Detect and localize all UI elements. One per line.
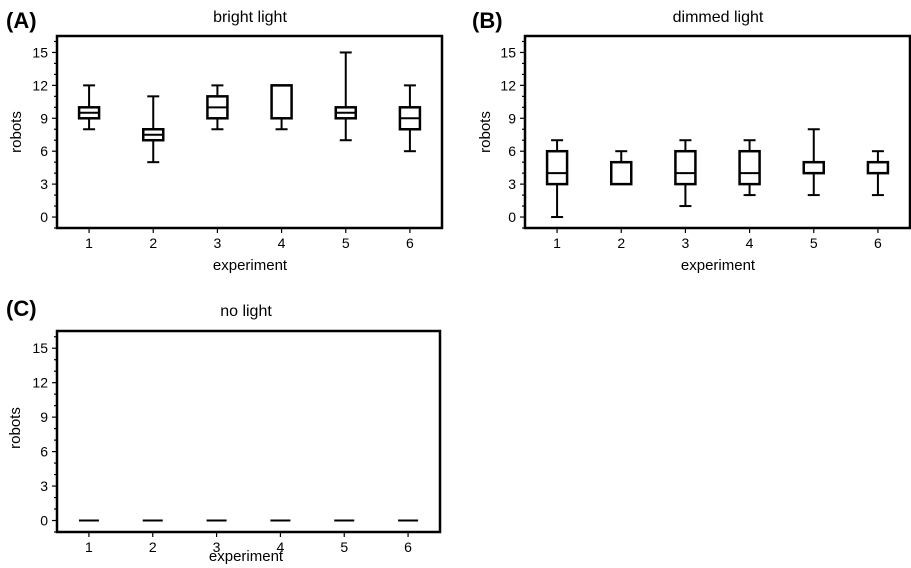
- x-tick-label: 2: [149, 235, 157, 251]
- x-tick-label: 3: [682, 235, 690, 251]
- y-tick-label: 15: [32, 44, 48, 60]
- y-axis-label: robots: [7, 407, 24, 449]
- y-tick-label: 3: [40, 176, 48, 192]
- box-plot-experiment-6: [398, 84, 422, 153]
- box-plot-experiment-1: [77, 84, 101, 131]
- x-tick-label: 5: [342, 235, 350, 251]
- x-tick-label: 2: [149, 539, 157, 555]
- panel-c: (C) no light robots experiment 036912151…: [6, 296, 442, 565]
- y-tick-label: 12: [32, 77, 48, 93]
- iqr-box: [866, 160, 890, 175]
- x-tick-label: 5: [810, 235, 818, 251]
- box-plot-experiment-3: [206, 84, 229, 131]
- y-tick-label: 12: [32, 375, 48, 391]
- panel-letter: (A): [6, 8, 37, 33]
- box-plot-experiment-2: [142, 95, 165, 164]
- y-tick-label: 15: [500, 44, 516, 60]
- plot-frame: [55, 329, 442, 534]
- y-tick-label: 3: [40, 478, 48, 494]
- panel-letter: (B): [472, 8, 503, 33]
- y-tick-label: 0: [508, 209, 516, 225]
- x-tick-label: 5: [340, 539, 348, 555]
- x-tick-label: 6: [874, 235, 882, 251]
- y-tick-label: 6: [508, 143, 516, 159]
- y-tick-label: 0: [40, 209, 48, 225]
- panel-title: bright light: [213, 9, 287, 26]
- y-tick-label: 6: [40, 444, 48, 460]
- box-plot-experiment-2: [610, 150, 633, 186]
- box-plot-experiment-6: [866, 150, 890, 197]
- x-tick-label: 1: [85, 539, 93, 555]
- iqr-box: [738, 149, 761, 186]
- box-plot-experiment-1: [545, 139, 569, 219]
- iqr-box: [270, 84, 293, 120]
- y-tick-label: 0: [40, 513, 48, 529]
- y-axis-label: robots: [477, 111, 494, 153]
- y-axis-label: robots: [8, 111, 25, 153]
- x-tick-label: 1: [85, 235, 93, 251]
- panel-title: no light: [220, 303, 272, 320]
- x-tick-label: 3: [213, 539, 221, 555]
- box-plot-experiment-4: [270, 84, 293, 131]
- iqr-box: [610, 160, 633, 186]
- y-tick-label: 6: [40, 143, 48, 159]
- x-axis-label: experiment: [213, 257, 288, 274]
- box-plot-experiment-3: [674, 139, 697, 208]
- x-tick-label: 4: [746, 235, 754, 251]
- x-tick-label: 3: [214, 235, 222, 251]
- x-tick-label: 2: [617, 235, 625, 251]
- y-tick-label: 9: [40, 409, 48, 425]
- y-tick-label: 12: [500, 77, 516, 93]
- iqr-box: [545, 149, 569, 186]
- x-tick-label: 4: [278, 235, 286, 251]
- box-plot-experiment-5: [334, 51, 357, 142]
- y-tick-label: 9: [508, 110, 516, 126]
- box-plot-experiment-4: [738, 139, 761, 197]
- x-tick-label: 4: [277, 539, 285, 555]
- iqr-box: [674, 149, 697, 186]
- x-axis-label: experiment: [209, 548, 284, 565]
- x-tick-label: 6: [406, 235, 414, 251]
- panel-letter: (C): [6, 296, 37, 321]
- iqr-box: [802, 160, 825, 175]
- panel-a: (A) bright light robots experiment 0 3 6 9 1…: [6, 8, 444, 274]
- plot-frame: [55, 34, 444, 230]
- x-tick-label: 1: [553, 235, 561, 251]
- box-plot-experiment-5: [802, 128, 825, 197]
- x-axis-label: experiment: [681, 257, 756, 274]
- plot-frame: [523, 34, 911, 230]
- x-tick-label: 6: [404, 539, 412, 555]
- panel-b: (B) dimmed light robots experiment 0 3 6 9 1…: [472, 8, 911, 274]
- y-tick-label: 9: [40, 110, 48, 126]
- y-tick-label: 15: [32, 340, 48, 356]
- y-tick-label: 3: [508, 176, 516, 192]
- panel-title: dimmed light: [673, 9, 764, 26]
